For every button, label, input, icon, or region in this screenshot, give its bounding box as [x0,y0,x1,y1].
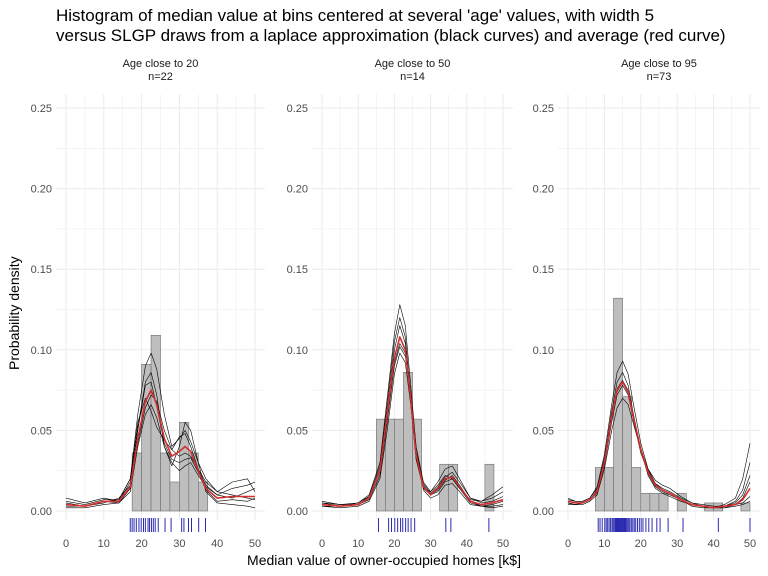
y-tick-label: 0.00 [31,506,52,518]
x-tick-label: 10 [598,538,610,550]
histogram-bar [150,334,161,512]
y-tick-label: 0.15 [287,264,308,276]
y-tick-label: 0.00 [287,506,308,518]
x-tick-label: 40 [461,538,473,550]
y-tick-label: 0.20 [287,184,308,196]
strip-label-line-1: Age close to 50 [375,58,451,70]
x-tick-label: 40 [707,538,719,550]
histogram-bar [394,418,404,512]
histogram-bar [658,492,669,512]
strip-label-line-2: n=22 [148,71,173,83]
x-tick-label: 20 [635,538,647,550]
x-tick-label: 20 [388,538,400,550]
x-tick-label: 50 [249,538,261,550]
histogram-bar [649,492,660,512]
x-tick-label: 50 [744,538,756,550]
x-tick-label: 50 [497,538,509,550]
histogram-bar [622,396,632,512]
draw-curve [65,397,256,507]
x-tick-label: 30 [424,538,436,550]
facet-panel-3: Age close to 95n=73 0.00 0.05 0.10 0.15 0.20 0… [533,58,760,550]
y-tick-label: 0.20 [31,184,52,196]
histogram-bar [412,418,422,512]
y-tick-label: 0.05 [533,425,554,437]
histogram-bar [198,481,209,512]
x-tick-label: 20 [135,538,147,550]
y-tick-label: 0.25 [287,103,308,115]
y-tick-label: 0.15 [533,264,554,276]
y-tick-label: 0.15 [31,264,52,276]
strip-label-line-2: n=73 [647,71,672,83]
histogram-bar [141,364,152,512]
x-tick-label: 40 [211,538,223,550]
y-tick-label: 0.00 [533,506,554,518]
y-tick-label: 0.25 [533,103,554,115]
strip-label-line-1: Age close to 95 [621,58,697,70]
facet-panel-1: Age close to 20n=22 0.00 0.05 0.10 0.15 0.20 0… [31,58,265,550]
y-tick-label: 0.10 [533,345,554,357]
strip-label-line-1: Age close to 20 [123,58,199,70]
mean-curve [321,336,504,508]
histogram-bar [740,502,751,512]
x-tick-label: 0 [319,538,325,550]
x-tick-label: 30 [173,538,185,550]
histogram-bar [188,452,199,512]
y-tick-label: 0.05 [287,425,308,437]
x-tick-label: 10 [352,538,364,550]
y-tick-label: 0.05 [31,425,52,437]
chart-title: Histogram of median value at bins center… [56,6,761,46]
histogram-bar [160,452,171,512]
x-tick-label: 0 [565,538,571,550]
histogram-bar [169,481,180,512]
mean-curve [567,381,751,509]
histogram-bar [640,492,651,512]
x-tick-label: 30 [671,538,683,550]
mean-curve [65,389,255,508]
chart-title-line-1: Histogram of median value at bins center… [56,6,655,25]
strip-label-line-2: n=14 [400,71,425,83]
x-tick-label: 10 [98,538,110,550]
facet-panel-2: Age close to 50n=14 0.00 0.05 0.10 0.15 0.20 0… [287,58,513,550]
histogram-bar [484,463,495,512]
x-tick-label: 0 [63,538,69,550]
draw-curve [321,352,504,509]
y-tick-label: 0.20 [533,184,554,196]
chart-title-line-2: versus SLGP draws from a laplace approxi… [56,26,726,45]
y-axis-label: Probability density [6,256,22,370]
x-axis-label: Median value of owner-occupied homes [k$… [247,552,521,568]
histogram-bar [448,463,459,512]
histogram-bar [631,467,642,512]
y-tick-label: 0.10 [31,345,52,357]
histogram-bar [604,467,614,512]
y-tick-label: 0.25 [31,103,52,115]
draw-curve [65,381,256,507]
y-tick-label: 0.10 [287,345,308,357]
